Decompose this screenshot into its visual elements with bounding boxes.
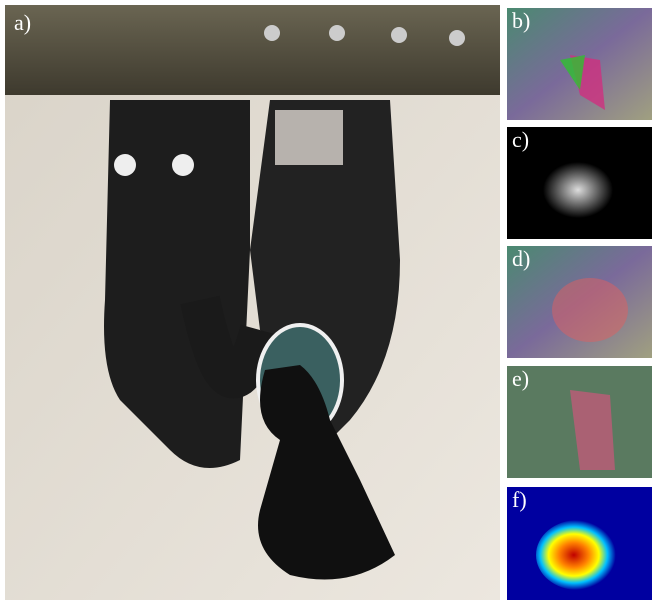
plate: [275, 110, 343, 165]
panel-label: d): [512, 246, 530, 271]
panel-label: a): [14, 10, 31, 35]
connector: [114, 154, 136, 176]
panel-f: f): [507, 487, 652, 600]
page: a) b) c) d) e) f) (() => { const data = …: [0, 0, 654, 605]
panel-label: e): [512, 366, 529, 391]
panel-label: b): [512, 8, 530, 33]
connector: [172, 154, 194, 176]
mount-beam: [5, 5, 500, 95]
panel-e: e): [507, 366, 652, 478]
panel-d: d): [507, 246, 652, 358]
figure: a) b) c) d) e) f): [0, 0, 654, 605]
panel-b: b): [507, 8, 652, 120]
panel-label: f): [512, 487, 527, 512]
panel-c: c): [507, 127, 652, 239]
panel-a: a): [5, 5, 500, 600]
panel-label: c): [512, 127, 529, 152]
